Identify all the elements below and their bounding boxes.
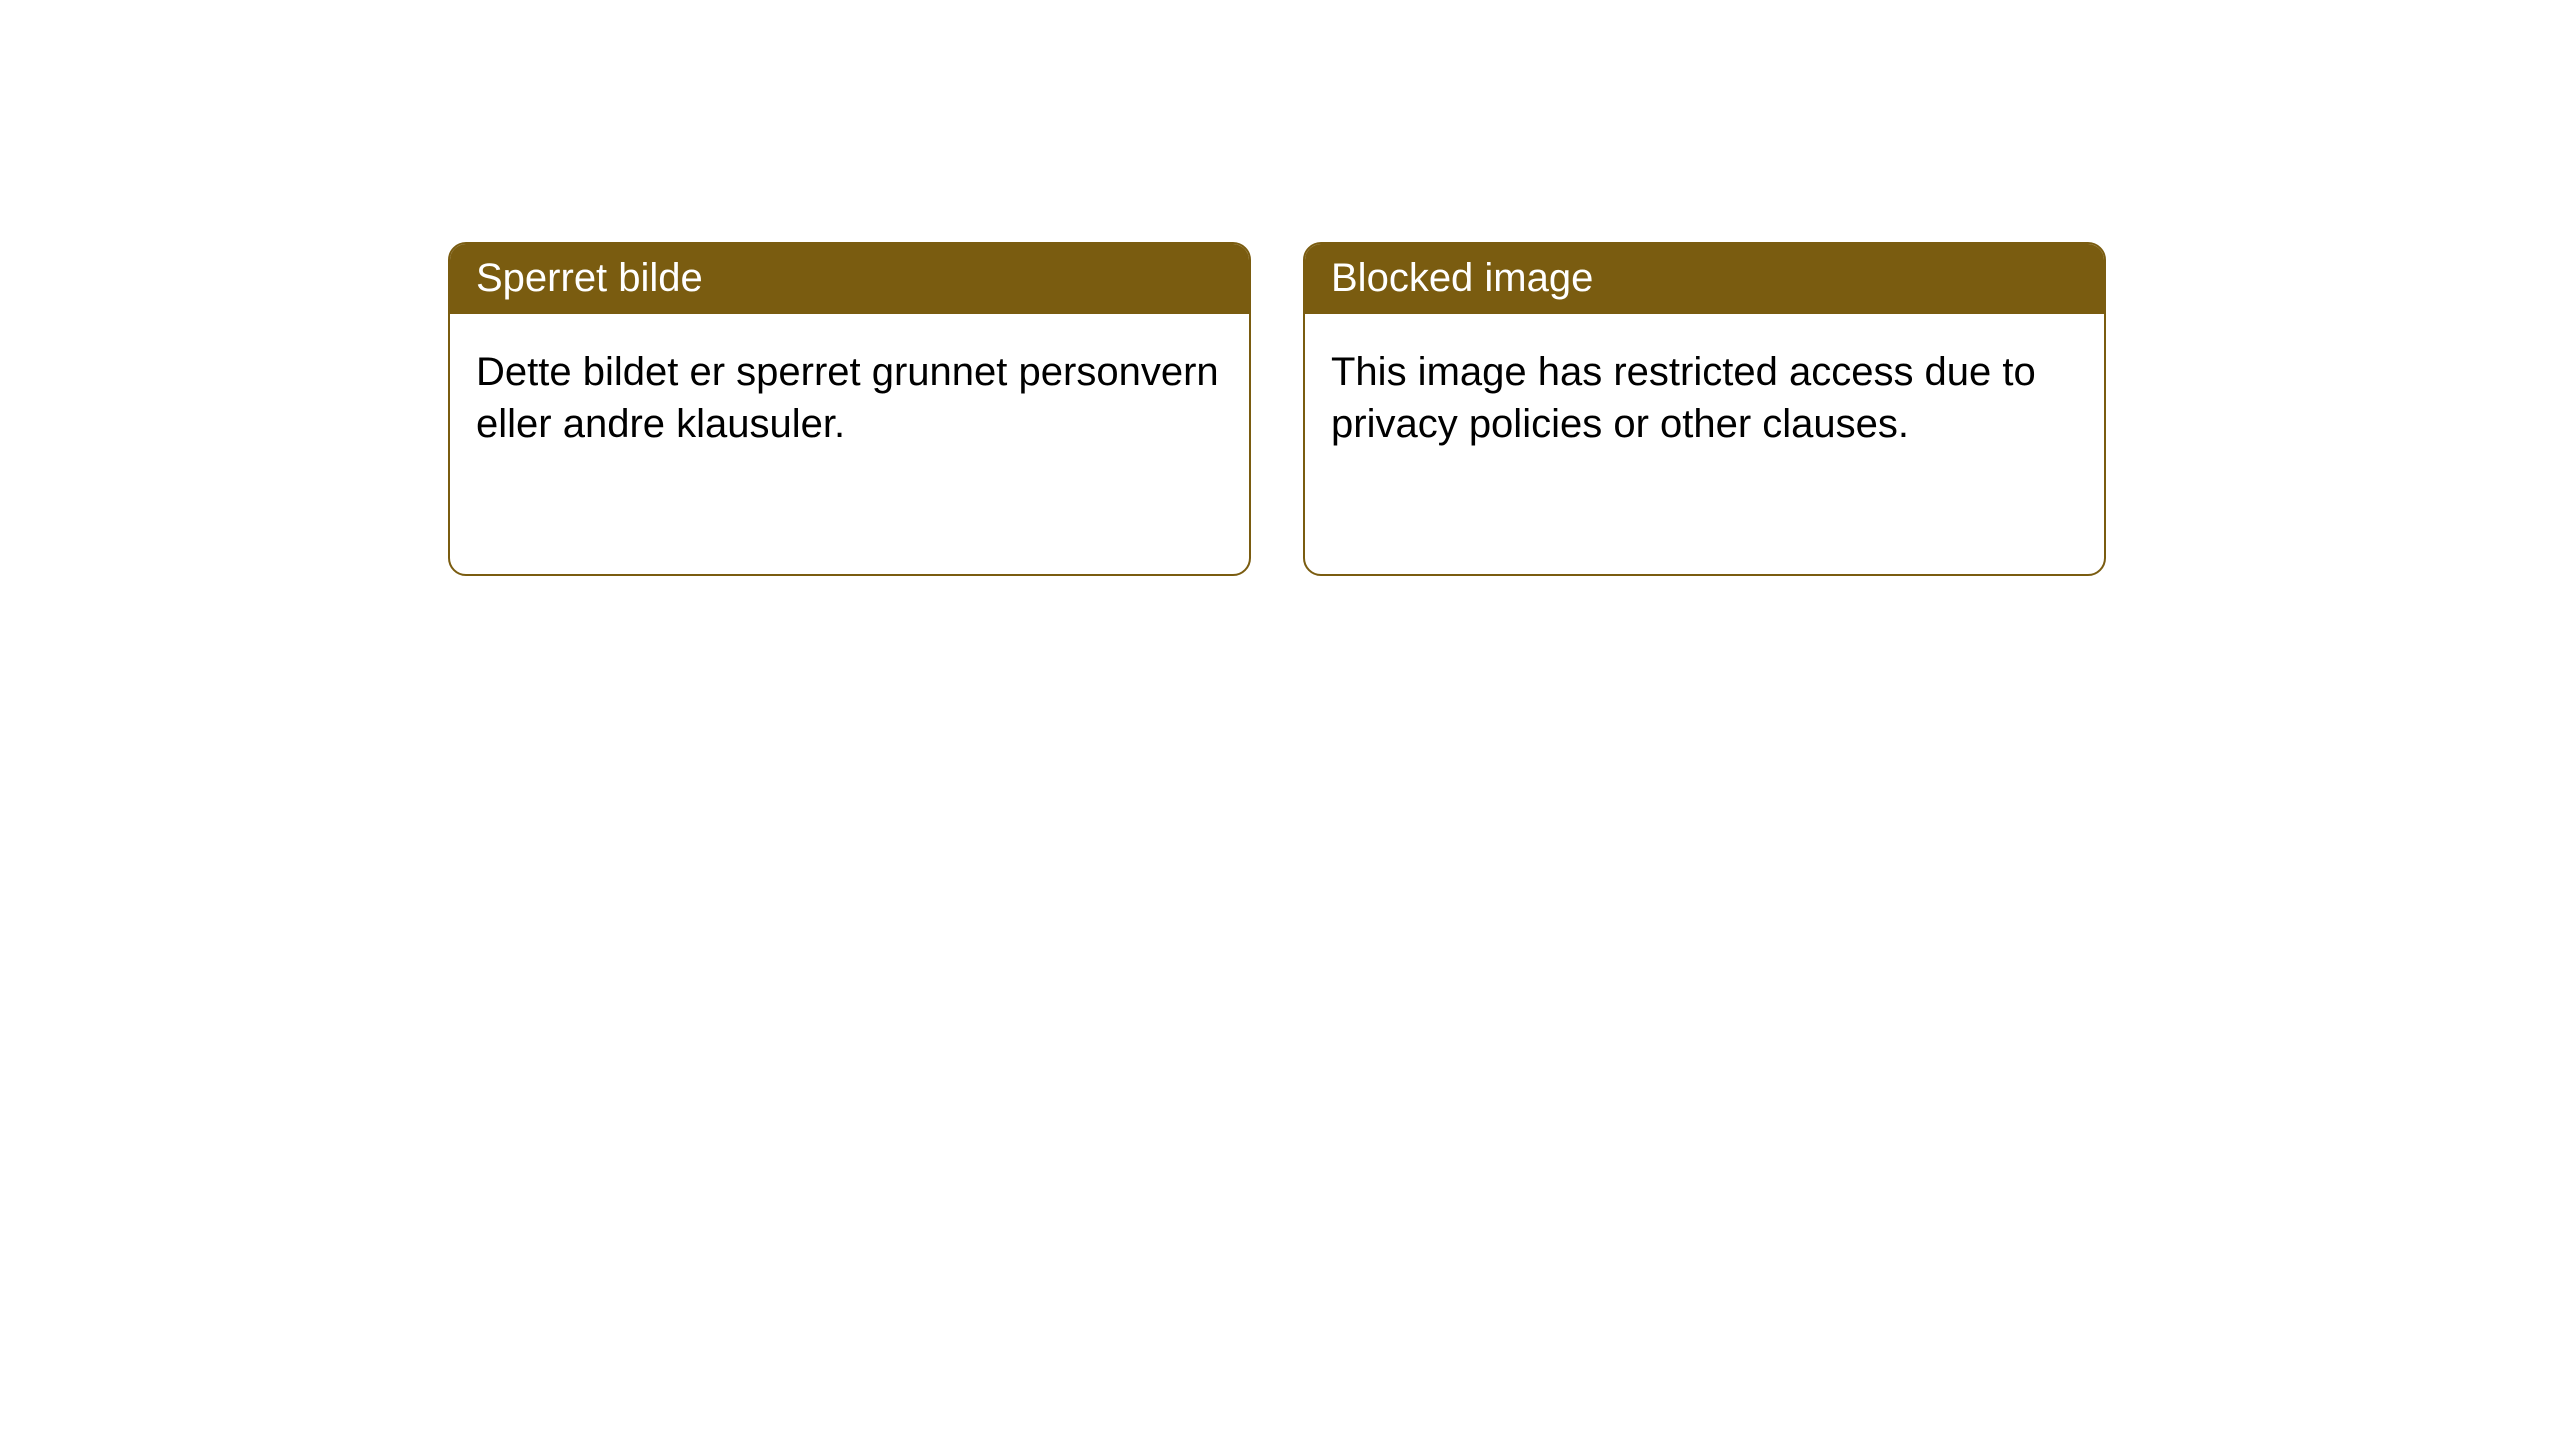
notice-header: Sperret bilde [450,244,1249,314]
notice-body: Dette bildet er sperret grunnet personve… [450,314,1249,482]
notice-container: Sperret bilde Dette bildet er sperret gr… [0,0,2560,576]
notice-body: This image has restricted access due to … [1305,314,2104,482]
notice-card-english: Blocked image This image has restricted … [1303,242,2106,576]
notice-card-norwegian: Sperret bilde Dette bildet er sperret gr… [448,242,1251,576]
notice-header: Blocked image [1305,244,2104,314]
